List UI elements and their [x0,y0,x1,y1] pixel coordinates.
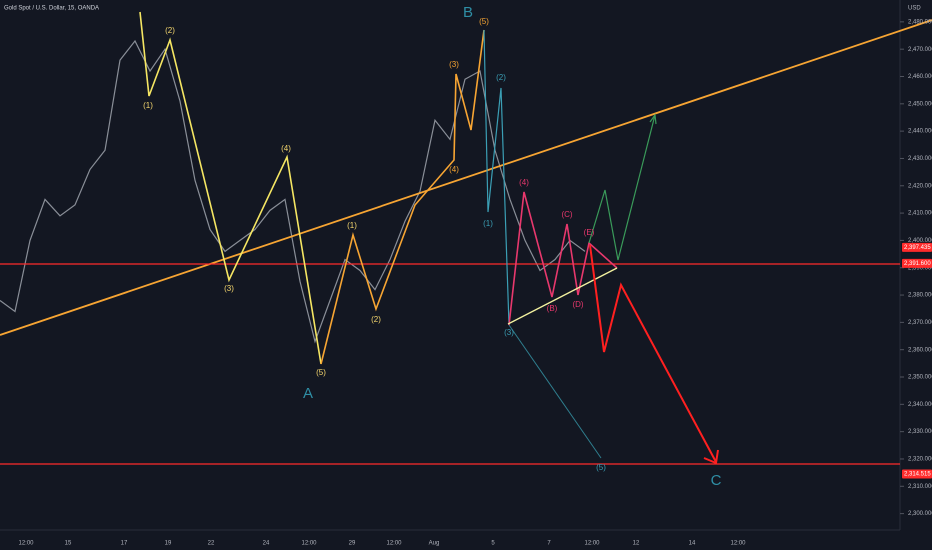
x-tick-label: 12:00 [730,541,746,547]
y-tick-label: 2,470.000 [908,47,932,53]
y-tick-label: 2,400.000 [908,238,932,244]
x-tick-label: 5 [491,541,495,547]
y-tick-label: 2,350.000 [908,375,932,381]
y-tick-label: 2,440.000 [908,129,932,135]
y-tick-label: 2,360.000 [908,347,932,353]
x-tick-label: 12:00 [386,541,402,547]
price-tag [902,469,932,479]
y-tick-label: 2,300.000 [908,511,932,517]
price-tag-label: 2,314.515 [904,472,931,478]
projection-line [589,244,717,463]
wave-label: (3) [449,60,459,69]
wave-line [139,11,322,365]
x-tick-label: 19 [165,541,172,547]
x-tick-label: Aug [429,541,440,547]
y-tick-label: 2,380.000 [908,293,932,299]
wave-label: (D) [572,300,583,309]
wave-line [483,29,510,326]
wave-label: (2) [496,73,506,82]
wave-label: (5) [596,463,606,472]
symbol-title: Gold Spot / U.S. Dollar, 15, OANDA [4,6,99,12]
drawings [0,11,932,465]
wave-label: (3) [224,284,234,293]
price-line [0,39,586,344]
wave-label: (1) [483,219,493,228]
support-line [507,267,618,325]
y-tick-label: 2,340.000 [908,402,932,408]
wave-label: (2) [165,26,175,35]
wave-label: (5) [316,368,326,377]
x-tick-label: 17 [121,541,128,547]
y-tick-label: 2,320.000 [908,457,932,463]
wave-label: (C) [561,210,572,219]
wave-label: C [711,472,722,489]
y-tick-label: 2,430.000 [908,156,932,162]
y-tick-label: 2,460.000 [908,74,932,80]
x-tick-label: 24 [263,541,270,547]
wave-label: (5) [479,17,489,26]
wave-label: (B) [547,304,558,313]
wave-label: (1) [143,101,153,110]
y-tick-label: 2,370.000 [908,320,932,326]
y-tick-label: 2,390.000 [908,265,932,271]
wave-label: (3) [504,328,514,337]
x-tick-label: 22 [208,541,215,547]
arrow-head [703,449,719,465]
price-tag-label: 2,391.600 [904,261,931,267]
x-tick-label: 12:00 [18,541,34,547]
wave-label: (4) [281,144,291,153]
x-tick-label: 12 [633,541,640,547]
x-tick-label: 14 [689,541,696,547]
wave-label: (4) [449,165,459,174]
wave-label: B [463,4,473,21]
x-tick-label: 29 [349,541,356,547]
wave-line [320,29,485,365]
y-tick-label: 2,330.000 [908,429,932,435]
y-tick-label: 2,310.000 [908,484,932,490]
wave-label: A [303,385,313,402]
x-tick-label: 12:00 [584,541,600,547]
wave-label: (2) [371,315,381,324]
price-tag [902,258,932,268]
wave-label: (E) [584,228,595,237]
arrow-head [649,113,657,125]
wave-label: (1) [347,221,357,230]
currency-label: USD [908,6,921,12]
x-tick-label: 7 [547,541,551,547]
price-tag [902,242,932,252]
projection-line [508,324,602,459]
price-tag-label: 2,397.435 [904,245,931,251]
y-tick-label: 2,450.000 [908,101,932,107]
wave-label: (4) [519,178,529,187]
y-tick-label: 2,420.000 [908,183,932,189]
y-tick-label: 2,410.000 [908,211,932,217]
x-tick-label: 15 [65,541,72,547]
projection-line [588,114,656,261]
y-tick-label: 2,480.000 [908,19,932,25]
trendline [0,19,932,336]
x-tick-label: 12:00 [301,541,317,547]
